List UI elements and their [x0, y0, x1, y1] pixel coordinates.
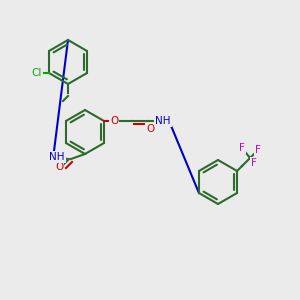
Text: O: O [55, 162, 63, 172]
Text: NH: NH [49, 152, 65, 162]
Text: Cl: Cl [32, 68, 42, 78]
Text: O: O [110, 116, 118, 126]
Text: NH: NH [155, 116, 171, 126]
Text: F: F [255, 145, 261, 155]
Text: F: F [239, 143, 245, 153]
Text: F: F [251, 158, 257, 168]
Text: O: O [146, 124, 154, 134]
